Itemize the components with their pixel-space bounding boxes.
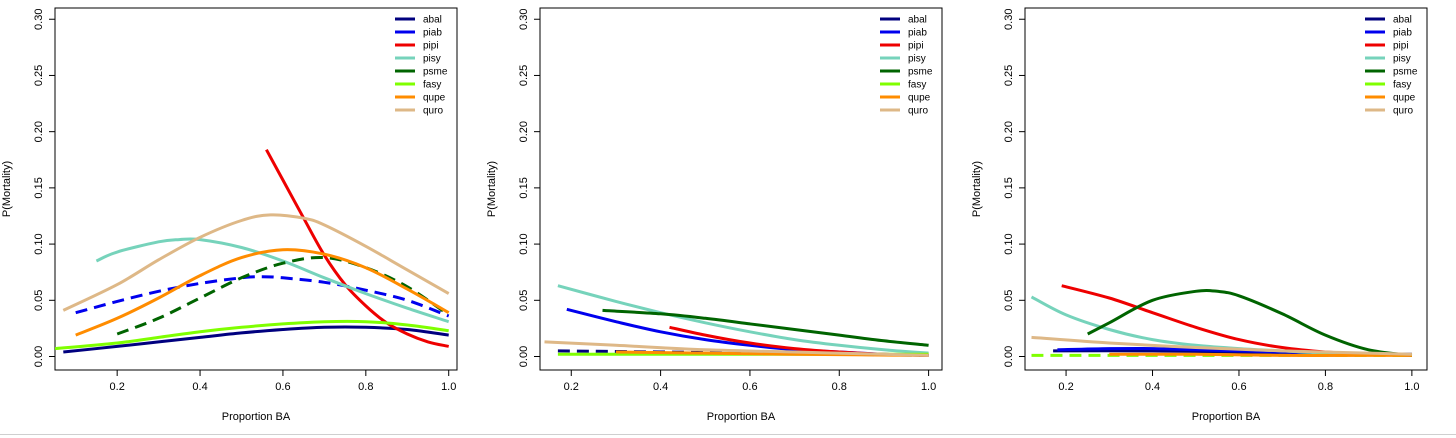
series-line-psme: [116, 255, 450, 336]
legend-label-fasy: fasy: [423, 80, 441, 91]
legend: abal piab pipi pisy psme fasy qupe quro: [1365, 15, 1418, 117]
series-line-quro: [1031, 335, 1412, 356]
legend-label-quro: quro: [908, 106, 928, 117]
y-tick-label: 0.30: [518, 9, 530, 30]
y-tick-label: 0.05: [1003, 290, 1015, 311]
x-tick-label: 0.8: [358, 381, 373, 393]
x-tick-label: 0.4: [192, 381, 207, 393]
bottom-divider: [0, 434, 1456, 435]
series-lines: [544, 284, 929, 357]
legend-label-qupe: qupe: [423, 93, 446, 104]
legend-label-piab: piab: [1393, 28, 1412, 39]
legend-label-psme: psme: [423, 67, 448, 78]
x-tick-label: 0.6: [275, 381, 290, 393]
y-tick-label: 0.25: [518, 65, 530, 86]
chart-panel-1: 0.2 0.4 0.6 0.8 1.0 0.00 0.05 0.10 0.15 0.20 0.25 0…: [1, 7, 458, 423]
legend-label-fasy: fasy: [1393, 80, 1411, 91]
chart-panel-3: 0.2 0.4 0.6 0.8 1.0 0.00 0.05 0.10 0.15 0.20 0.25 0…: [971, 7, 1428, 423]
y-axis-label: P(Mortality): [971, 161, 983, 217]
y-tick-label: 0.10: [33, 233, 45, 254]
legend-label-pipi: pipi: [908, 41, 924, 52]
y-tick-label: 0.15: [1003, 177, 1015, 198]
x-tick-label: 0.8: [1318, 381, 1333, 393]
plot-frame: [54, 7, 458, 371]
legend-label-pisy: pisy: [1393, 54, 1411, 65]
legend-label-pisy: pisy: [908, 54, 926, 65]
y-tick-label: 0.10: [1003, 233, 1015, 254]
x-tick-label: 0.6: [742, 381, 757, 393]
series-line-fasy: [55, 319, 449, 351]
legend: abal piab pipi pisy psme fasy qupe quro: [880, 15, 933, 117]
y-tick-label: 0.20: [33, 121, 45, 142]
y-tick-label: 0.30: [33, 9, 45, 30]
legend-label-piab: piab: [423, 28, 442, 39]
x-tick-label: 1.0: [921, 381, 936, 393]
y-tick-label: 0.00: [33, 346, 45, 367]
series-line-qupe: [75, 248, 450, 337]
x-tick-label: 0.4: [653, 381, 668, 393]
legend-label-fasy: fasy: [908, 80, 926, 91]
chart-panel-2: 0.2 0.4 0.6 0.8 1.0 0.00 0.05 0.10 0.15 0.20 0.25 0…: [486, 7, 943, 423]
y-tick-label: 0.15: [33, 177, 45, 198]
series-line-quro: [62, 213, 450, 312]
x-tick-label: 0.2: [110, 381, 125, 393]
series-lines: [55, 148, 450, 354]
x-tick-label: 1.0: [441, 381, 456, 393]
y-tick-label: 0.20: [518, 121, 530, 142]
y-tick-label: 0.15: [518, 177, 530, 198]
series-line-qupe: [1109, 352, 1412, 357]
x-tick-label: 0.6: [1231, 381, 1246, 393]
legend-label-quro: quro: [423, 106, 443, 117]
y-axis-label: P(Mortality): [1, 161, 13, 217]
x-tick-label: 0.2: [564, 381, 579, 393]
legend-label-pipi: pipi: [423, 41, 439, 52]
x-tick-label: 0.2: [1058, 381, 1073, 393]
y-tick-label: 0.05: [518, 290, 530, 311]
series-line-psme: [602, 308, 929, 347]
x-axis-label: Proportion BA: [222, 411, 291, 423]
legend-label-piab: piab: [908, 28, 927, 39]
y-tick-label: 0.25: [33, 65, 45, 86]
series-line-abal: [63, 325, 449, 354]
y-tick-label: 0.30: [1003, 9, 1015, 30]
legend-label-psme: psme: [1393, 67, 1418, 78]
legend-label-quro: quro: [1393, 106, 1413, 117]
plot-frame: [539, 7, 943, 371]
series-line-pisy: [557, 284, 929, 355]
legend-label-pisy: pisy: [423, 54, 441, 65]
y-tick-label: 0.10: [518, 233, 530, 254]
series-line-quro: [544, 340, 929, 357]
x-tick-label: 1.0: [1404, 381, 1419, 393]
legend-label-abal: abal: [908, 15, 927, 26]
series-line-pisy: [95, 237, 450, 324]
x-axis-label: Proportion BA: [707, 411, 776, 423]
series-line-piab: [75, 275, 450, 318]
x-axis-label: Proportion BA: [1192, 411, 1261, 423]
legend: abal piab pipi pisy psme fasy qupe quro: [395, 15, 448, 117]
legend-label-abal: abal: [1393, 15, 1412, 26]
x-tick-label: 0.4: [1145, 381, 1160, 393]
legend-label-qupe: qupe: [908, 93, 931, 104]
legend-label-psme: psme: [908, 67, 933, 78]
x-tick-label: 0.8: [832, 381, 847, 393]
legend-label-qupe: qupe: [1393, 93, 1416, 104]
y-tick-label: 0.25: [1003, 65, 1015, 86]
series-lines: [1030, 284, 1413, 357]
y-axis-label: P(Mortality): [486, 161, 498, 217]
series-line-psme: [1087, 288, 1413, 357]
legend-label-abal: abal: [423, 15, 442, 26]
y-tick-label: 0.05: [33, 290, 45, 311]
y-tick-label: 0.00: [1003, 346, 1015, 367]
plot-frame: [1024, 7, 1428, 371]
y-tick-label: 0.20: [1003, 121, 1015, 142]
y-tick-label: 0.00: [518, 346, 530, 367]
legend-label-pipi: pipi: [1393, 41, 1409, 52]
series-line-pipi: [265, 148, 450, 348]
